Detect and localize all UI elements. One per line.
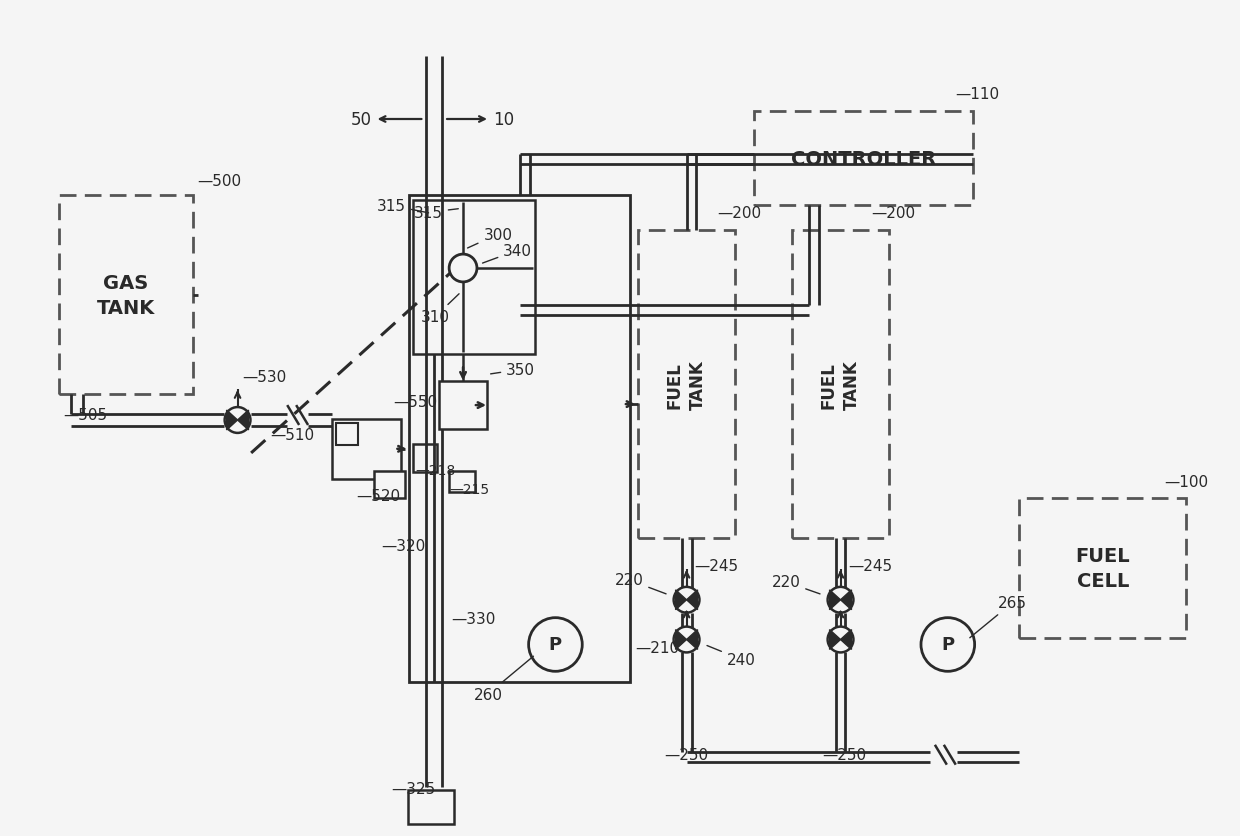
Text: —200: —200 (718, 206, 761, 221)
Text: —325: —325 (392, 782, 435, 797)
Bar (439, 382, 487, 430)
Text: —245: —245 (694, 558, 739, 573)
Text: 350: 350 (491, 362, 536, 377)
Text: 315: 315 (377, 199, 429, 214)
Text: —320: —320 (382, 538, 425, 553)
Polygon shape (676, 590, 687, 610)
Text: 240: 240 (707, 645, 755, 667)
Circle shape (827, 627, 853, 653)
Text: —330: —330 (451, 611, 496, 626)
Circle shape (921, 618, 975, 671)
Text: 300: 300 (467, 227, 512, 248)
Circle shape (224, 408, 250, 433)
Text: —218: —218 (415, 463, 455, 477)
Bar (637, 231, 735, 538)
Text: 310: 310 (420, 294, 459, 324)
Bar (58, 196, 193, 395)
Text: —550: —550 (393, 395, 438, 410)
Text: 340: 340 (482, 243, 532, 263)
Text: P: P (941, 635, 955, 654)
Text: —250: —250 (665, 747, 709, 762)
Text: 265: 265 (970, 595, 1027, 638)
Bar (336, 424, 358, 446)
Polygon shape (841, 630, 852, 650)
Text: 260: 260 (474, 656, 533, 701)
Polygon shape (841, 590, 852, 610)
Bar (373, 471, 405, 499)
Bar (449, 471, 475, 493)
Polygon shape (687, 590, 697, 610)
Bar (413, 444, 438, 472)
Text: —100: —100 (1164, 474, 1209, 489)
Text: —505: —505 (63, 407, 108, 422)
Text: CONTROLLER: CONTROLLER (791, 150, 936, 169)
Text: —245: —245 (848, 558, 893, 573)
Text: —520: —520 (356, 489, 399, 504)
Polygon shape (687, 630, 697, 650)
Circle shape (827, 587, 853, 613)
Text: 220: 220 (771, 574, 820, 594)
Bar (754, 112, 972, 206)
Bar (792, 231, 889, 538)
Text: —500: —500 (197, 173, 241, 188)
Bar (332, 420, 402, 479)
Text: FUEL
CELL: FUEL CELL (1075, 547, 1130, 590)
Polygon shape (238, 410, 248, 431)
Text: 10: 10 (494, 111, 515, 129)
Text: FUEL
TANK: FUEL TANK (666, 360, 707, 410)
Polygon shape (830, 630, 841, 650)
Polygon shape (676, 630, 687, 650)
Text: —530: —530 (243, 370, 286, 385)
Bar (408, 789, 454, 824)
Circle shape (449, 255, 477, 283)
Polygon shape (830, 590, 841, 610)
Text: —200: —200 (872, 206, 915, 221)
Circle shape (673, 587, 699, 613)
Bar (1019, 499, 1187, 638)
Circle shape (673, 627, 699, 653)
Text: 50: 50 (351, 111, 372, 129)
Text: —210: —210 (635, 640, 680, 655)
Text: 220: 220 (615, 573, 666, 594)
Text: —215: —215 (449, 483, 490, 497)
Text: 315: 315 (414, 206, 459, 221)
Text: GAS
TANK: GAS TANK (97, 273, 155, 318)
Bar (409, 196, 630, 682)
Text: P: P (549, 635, 562, 654)
Circle shape (528, 618, 583, 671)
Text: —110: —110 (955, 87, 999, 102)
Text: —510: —510 (270, 427, 315, 442)
Polygon shape (227, 410, 238, 431)
Text: —250: —250 (822, 747, 867, 762)
Bar (413, 201, 534, 355)
Text: FUEL
TANK: FUEL TANK (820, 360, 862, 410)
